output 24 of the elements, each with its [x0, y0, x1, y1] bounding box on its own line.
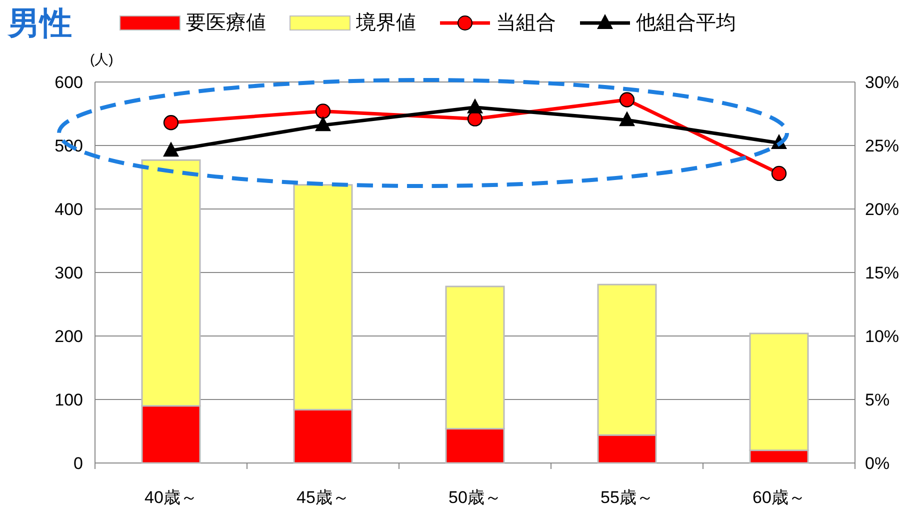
- y2-tick-label: 15%: [865, 264, 900, 282]
- y2-tick-label: 25%: [865, 136, 900, 156]
- x-tick-label: 60歳～: [752, 488, 806, 507]
- y2-tick-label: 20%: [865, 200, 900, 219]
- legend-label: 他組合平均: [636, 12, 736, 34]
- x-tick-label: 40歳～: [144, 488, 198, 507]
- chart-title: 男性: [7, 5, 72, 41]
- x-tick-label: 45歳～: [296, 488, 350, 507]
- y2-tick-label: 5%: [865, 390, 890, 410]
- x-tick-label: 50歳～: [448, 488, 502, 507]
- x-tick-label: 55歳～: [600, 488, 654, 507]
- y2-tick-label: 30%: [865, 73, 900, 92]
- y2-tick-label: 10%: [865, 327, 900, 346]
- y-tick-label: 300: [54, 264, 83, 282]
- y-tick-label: 200: [54, 327, 83, 346]
- y2-tick-label: 0%: [865, 454, 890, 473]
- y-tick-label: 0: [74, 454, 83, 473]
- legend-label: 境界値: [355, 12, 416, 34]
- y-tick-label: 100: [54, 390, 83, 410]
- legend-label: 当組合: [496, 12, 556, 34]
- legend-label: 要医療値: [186, 12, 266, 34]
- y-axis-title: (人): [90, 51, 114, 67]
- y-tick-label: 400: [54, 200, 83, 219]
- y-tick-label: 600: [54, 73, 83, 92]
